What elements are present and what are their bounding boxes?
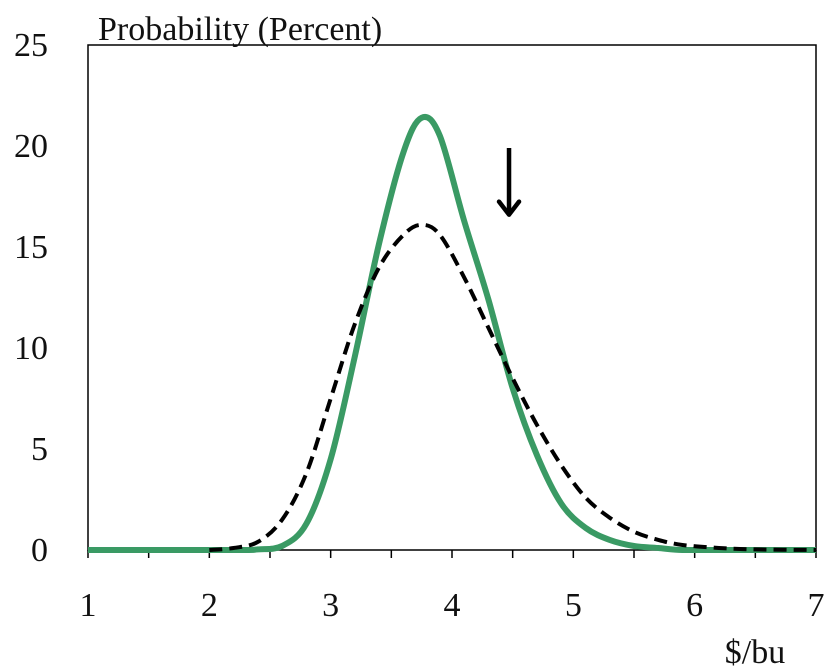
y-tick-label: 5 <box>31 431 48 468</box>
y-tick-label: 15 <box>14 229 48 266</box>
solid-distribution-line <box>87 113 816 554</box>
x-tick-label: 7 <box>808 587 824 624</box>
y-tick-label: 0 <box>31 532 48 569</box>
x-tick-label: 5 <box>565 587 582 624</box>
annotation-layer <box>496 148 522 217</box>
y-tick-label: 25 <box>14 27 48 64</box>
plot-area-frame <box>87 44 817 551</box>
x-axis-tick-labels: 1 2 3 4 5 6 7 <box>80 587 824 624</box>
down-arrow-icon <box>496 148 522 217</box>
x-tick-label: 4 <box>444 587 461 624</box>
y-axis-title: Probability (Percent) <box>98 11 382 48</box>
x-axis-title: $/bu <box>725 634 785 671</box>
y-tick-label: 20 <box>14 128 48 165</box>
x-tick-label: 6 <box>686 587 703 624</box>
x-tick-label: 2 <box>201 587 218 624</box>
x-tick-label: 3 <box>322 587 339 624</box>
x-tick-label: 1 <box>80 587 97 624</box>
dashed-distribution-line <box>209 222 817 552</box>
series-layer <box>87 113 817 554</box>
y-tick-label: 10 <box>14 330 48 367</box>
y-axis-tick-labels: 0 5 10 15 20 25 <box>14 27 48 569</box>
arrow-head <box>496 199 522 217</box>
